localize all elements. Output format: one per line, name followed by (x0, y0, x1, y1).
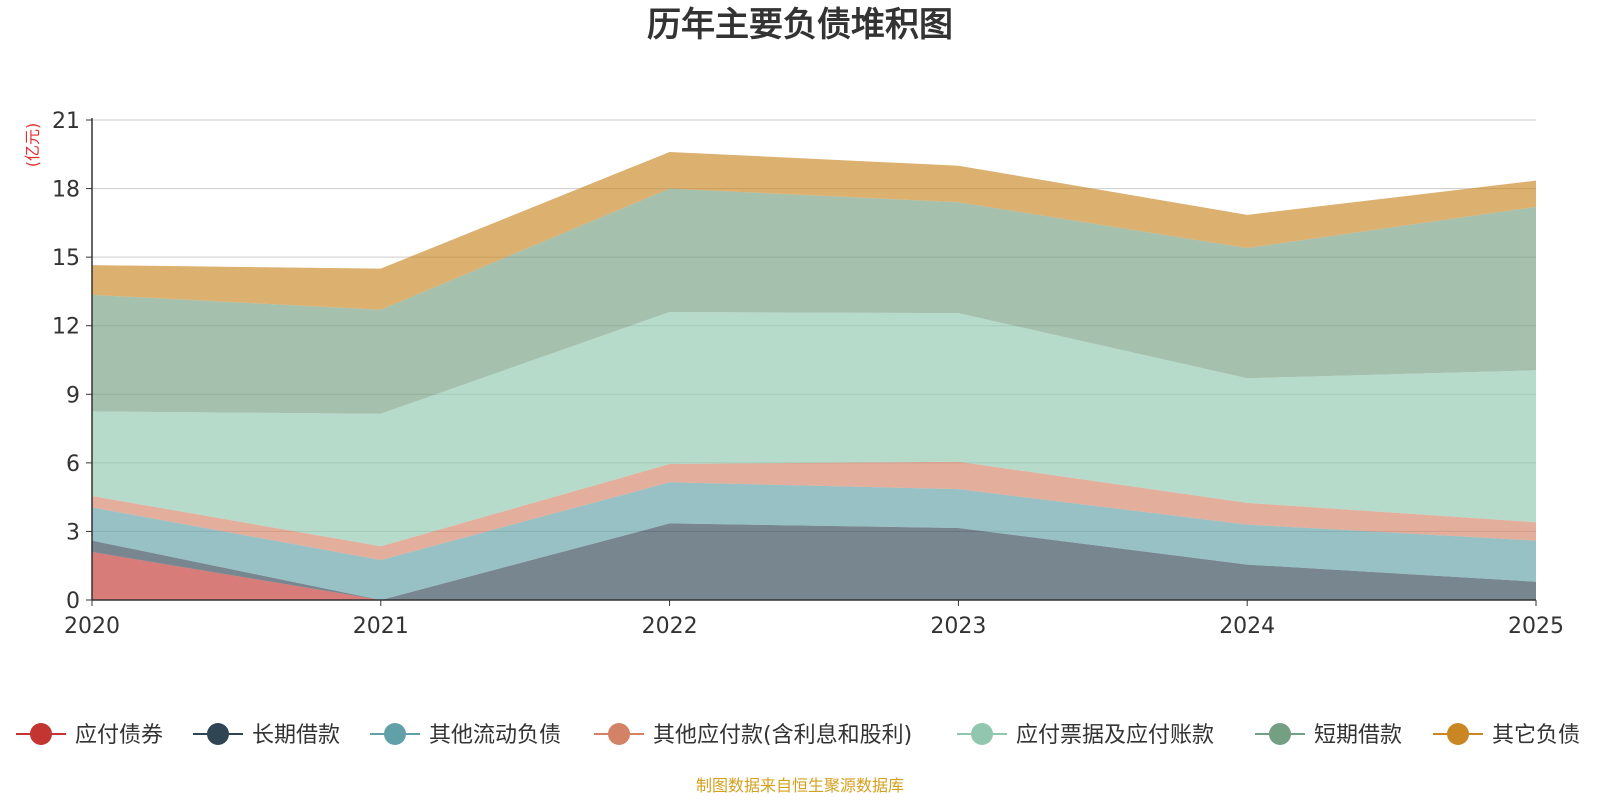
x-tick-label: 2020 (64, 614, 120, 639)
x-tick-label: 2023 (930, 614, 986, 639)
area-series (92, 152, 1536, 600)
legend-label: 其它负债 (1492, 723, 1580, 748)
y-tick-label: 15 (52, 246, 80, 271)
area-series-2 (92, 523, 1536, 600)
legend-label: 其他应付款(含利息和股利) (653, 723, 912, 748)
axes: 0 3 6 9 12 15 18 21 2020 2021 2022 2023 2024 2025 (52, 109, 1564, 639)
y-tick-label: 12 (52, 315, 80, 340)
legend-marker (1269, 723, 1291, 745)
y-tick-label: 0 (66, 589, 80, 614)
y-tick-label: 9 (66, 383, 80, 408)
x-tick-label: 2025 (1508, 614, 1564, 639)
legend[interactable]: 应付债券 长期借款 其他流动负债 其他应付款(含利息和股利) 应付票据及应付账款 短期借款… (16, 723, 1580, 748)
area-series-3 (92, 482, 1536, 600)
legend-item-7[interactable]: 其它负债 (1433, 723, 1580, 748)
legend-marker (384, 723, 406, 745)
legend-item-4[interactable]: 其他应付款(含利息和股利) (594, 723, 912, 748)
x-tick-label: 2021 (353, 614, 409, 639)
y-tick-label: 18 (52, 178, 80, 203)
x-tick-label: 2022 (642, 614, 698, 639)
legend-item-5[interactable]: 应付票据及应付账款 (957, 723, 1214, 748)
chart-title: 历年主要负债堆积图 (647, 5, 953, 45)
legend-item-2[interactable]: 长期借款 (193, 723, 340, 748)
area-series-7 (92, 152, 1536, 310)
legend-marker (608, 723, 630, 745)
data-source-note: 制图数据来自恒生聚源数据库 (696, 776, 904, 795)
legend-item-6[interactable]: 短期借款 (1255, 723, 1402, 748)
legend-item-1[interactable]: 应付债券 (16, 723, 163, 748)
legend-label: 应付票据及应付账款 (1016, 723, 1214, 748)
y-axis-unit-label: (亿元) (23, 123, 42, 168)
legend-item-3[interactable]: 其他流动负债 (370, 723, 561, 748)
legend-label: 短期借款 (1314, 723, 1402, 748)
legend-marker (1447, 723, 1469, 745)
area-series-6 (92, 188, 1536, 414)
legend-marker (207, 723, 229, 745)
legend-label: 其他流动负债 (429, 723, 561, 748)
legend-label: 长期借款 (252, 723, 340, 748)
x-tick-label: 2024 (1219, 614, 1275, 639)
area-series-1 (92, 552, 1536, 600)
area-series-5 (92, 312, 1536, 547)
y-tick-label: 3 (66, 520, 80, 545)
y-tick-label: 6 (66, 452, 80, 477)
legend-marker (30, 723, 52, 745)
y-tick-label: 21 (52, 109, 80, 134)
legend-label: 应付债券 (75, 723, 163, 748)
area-series-4 (92, 461, 1536, 560)
legend-marker (971, 723, 993, 745)
